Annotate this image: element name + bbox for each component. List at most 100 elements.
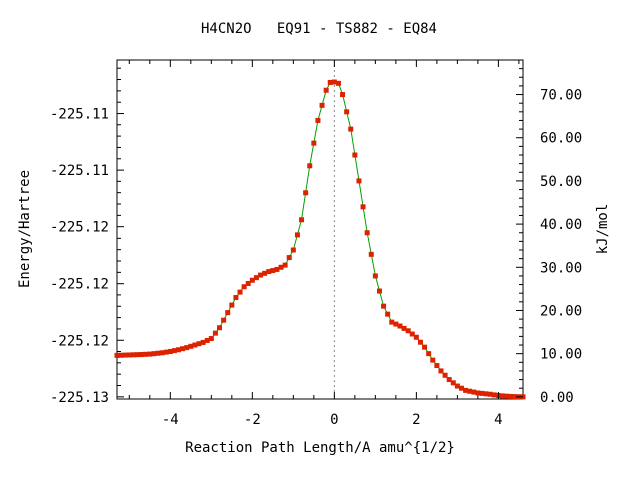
data-point — [446, 377, 452, 383]
data-point — [196, 341, 202, 347]
data-point — [135, 352, 141, 358]
data-point — [479, 390, 485, 396]
x-tick-label: -2 — [244, 412, 261, 428]
data-point — [409, 331, 415, 337]
data-point — [274, 266, 280, 272]
data-point — [303, 190, 309, 196]
data-point — [327, 79, 333, 85]
y-left-tick-label: -225.11 — [50, 107, 109, 123]
y-axis-left-label: Energy/Hartree — [17, 170, 33, 288]
y-left-tick-label: -225.11 — [50, 163, 109, 179]
data-point — [176, 347, 182, 353]
data-point — [487, 391, 493, 397]
data-point — [504, 393, 510, 399]
y-right-tick-label: 10.00 — [540, 347, 582, 363]
data-point — [270, 268, 276, 274]
data-point — [217, 325, 223, 331]
data-point — [253, 275, 259, 281]
data-point — [430, 357, 436, 363]
data-point — [376, 288, 382, 294]
y-axis-left: -225.13 -225.12 -225.12 -225.12 -225.11 -225.… — [50, 67, 124, 406]
data-point — [208, 336, 214, 342]
data-point — [335, 80, 341, 86]
data-point — [118, 352, 124, 358]
data-point — [323, 87, 329, 93]
data-point — [348, 126, 354, 132]
y-right-tick-label: 70.00 — [540, 88, 582, 104]
data-point — [368, 251, 374, 257]
data-point — [426, 351, 432, 357]
y-right-tick-label: 40.00 — [540, 217, 582, 233]
x-tick-label: -4 — [162, 412, 179, 428]
data-point — [143, 351, 149, 357]
data-point — [171, 348, 177, 354]
data-point — [212, 330, 218, 336]
x-tick-label: 0 — [330, 412, 338, 428]
data-point — [463, 387, 469, 393]
data-point — [458, 385, 464, 391]
chart-title: H4CN2O EQ91 - TS882 - EQ84 — [201, 21, 437, 37]
y-axis-right-label: kJ/mol — [595, 204, 611, 255]
data-point — [381, 303, 387, 309]
data-point — [225, 310, 231, 316]
data-point — [233, 295, 239, 301]
data-point — [471, 389, 477, 395]
plot-frame — [116, 59, 524, 400]
y-right-tick-label: 60.00 — [540, 131, 582, 147]
data-point — [286, 255, 292, 261]
data-point — [331, 79, 337, 85]
data-point — [299, 217, 305, 223]
x-tick-label: 4 — [494, 412, 502, 428]
data-point — [167, 348, 173, 354]
data-point — [249, 277, 255, 283]
data-point — [438, 368, 444, 374]
data-point — [114, 352, 120, 358]
data-point — [393, 321, 399, 327]
data-point — [204, 337, 210, 343]
data-point — [491, 392, 497, 398]
data-point — [364, 230, 370, 236]
data-point — [372, 273, 378, 279]
minor-ticks — [128, 60, 520, 399]
data-point — [360, 204, 366, 210]
y-left-tick-label: -225.12 — [50, 277, 109, 293]
y-left-tick-label: -225.12 — [50, 333, 109, 349]
data-point — [356, 178, 362, 184]
data-point — [405, 328, 411, 334]
data-point — [163, 349, 169, 355]
data-point — [294, 232, 300, 238]
data-point — [147, 351, 153, 357]
data-point — [450, 380, 456, 386]
x-axis-label: Reaction Path Length/A amu^{1/2} — [185, 440, 455, 456]
data-point — [258, 272, 264, 278]
data-point — [282, 262, 288, 268]
data-point — [229, 302, 235, 308]
data-point — [389, 319, 395, 325]
data-point — [422, 344, 428, 350]
data-point — [454, 383, 460, 389]
data-point — [352, 152, 358, 158]
data-point — [130, 352, 136, 358]
data-point — [483, 391, 489, 397]
y-right-tick-label: 30.00 — [540, 260, 582, 276]
data-point — [417, 339, 423, 345]
data-point — [307, 163, 313, 169]
data-point — [319, 102, 325, 108]
data-point — [467, 388, 473, 394]
y-right-tick-label: 50.00 — [540, 174, 582, 190]
data-point — [200, 339, 206, 345]
data-point — [508, 393, 514, 399]
data-point — [442, 372, 448, 378]
data-point — [278, 264, 284, 270]
data-point — [245, 280, 251, 286]
data-point — [290, 247, 296, 253]
data-point — [344, 109, 350, 115]
data-point — [184, 345, 190, 351]
data-point — [122, 352, 128, 358]
y-left-tick-label: -225.12 — [50, 220, 109, 236]
data-point — [475, 390, 481, 396]
plot-area — [114, 59, 526, 400]
data-point — [266, 269, 272, 275]
x-axis: -4 -2 0 2 4 — [162, 60, 503, 428]
y-axis-right: 0.00 10.00 20.00 30.00 40.00 50.00 60.00 70.00 — [516, 59, 582, 406]
